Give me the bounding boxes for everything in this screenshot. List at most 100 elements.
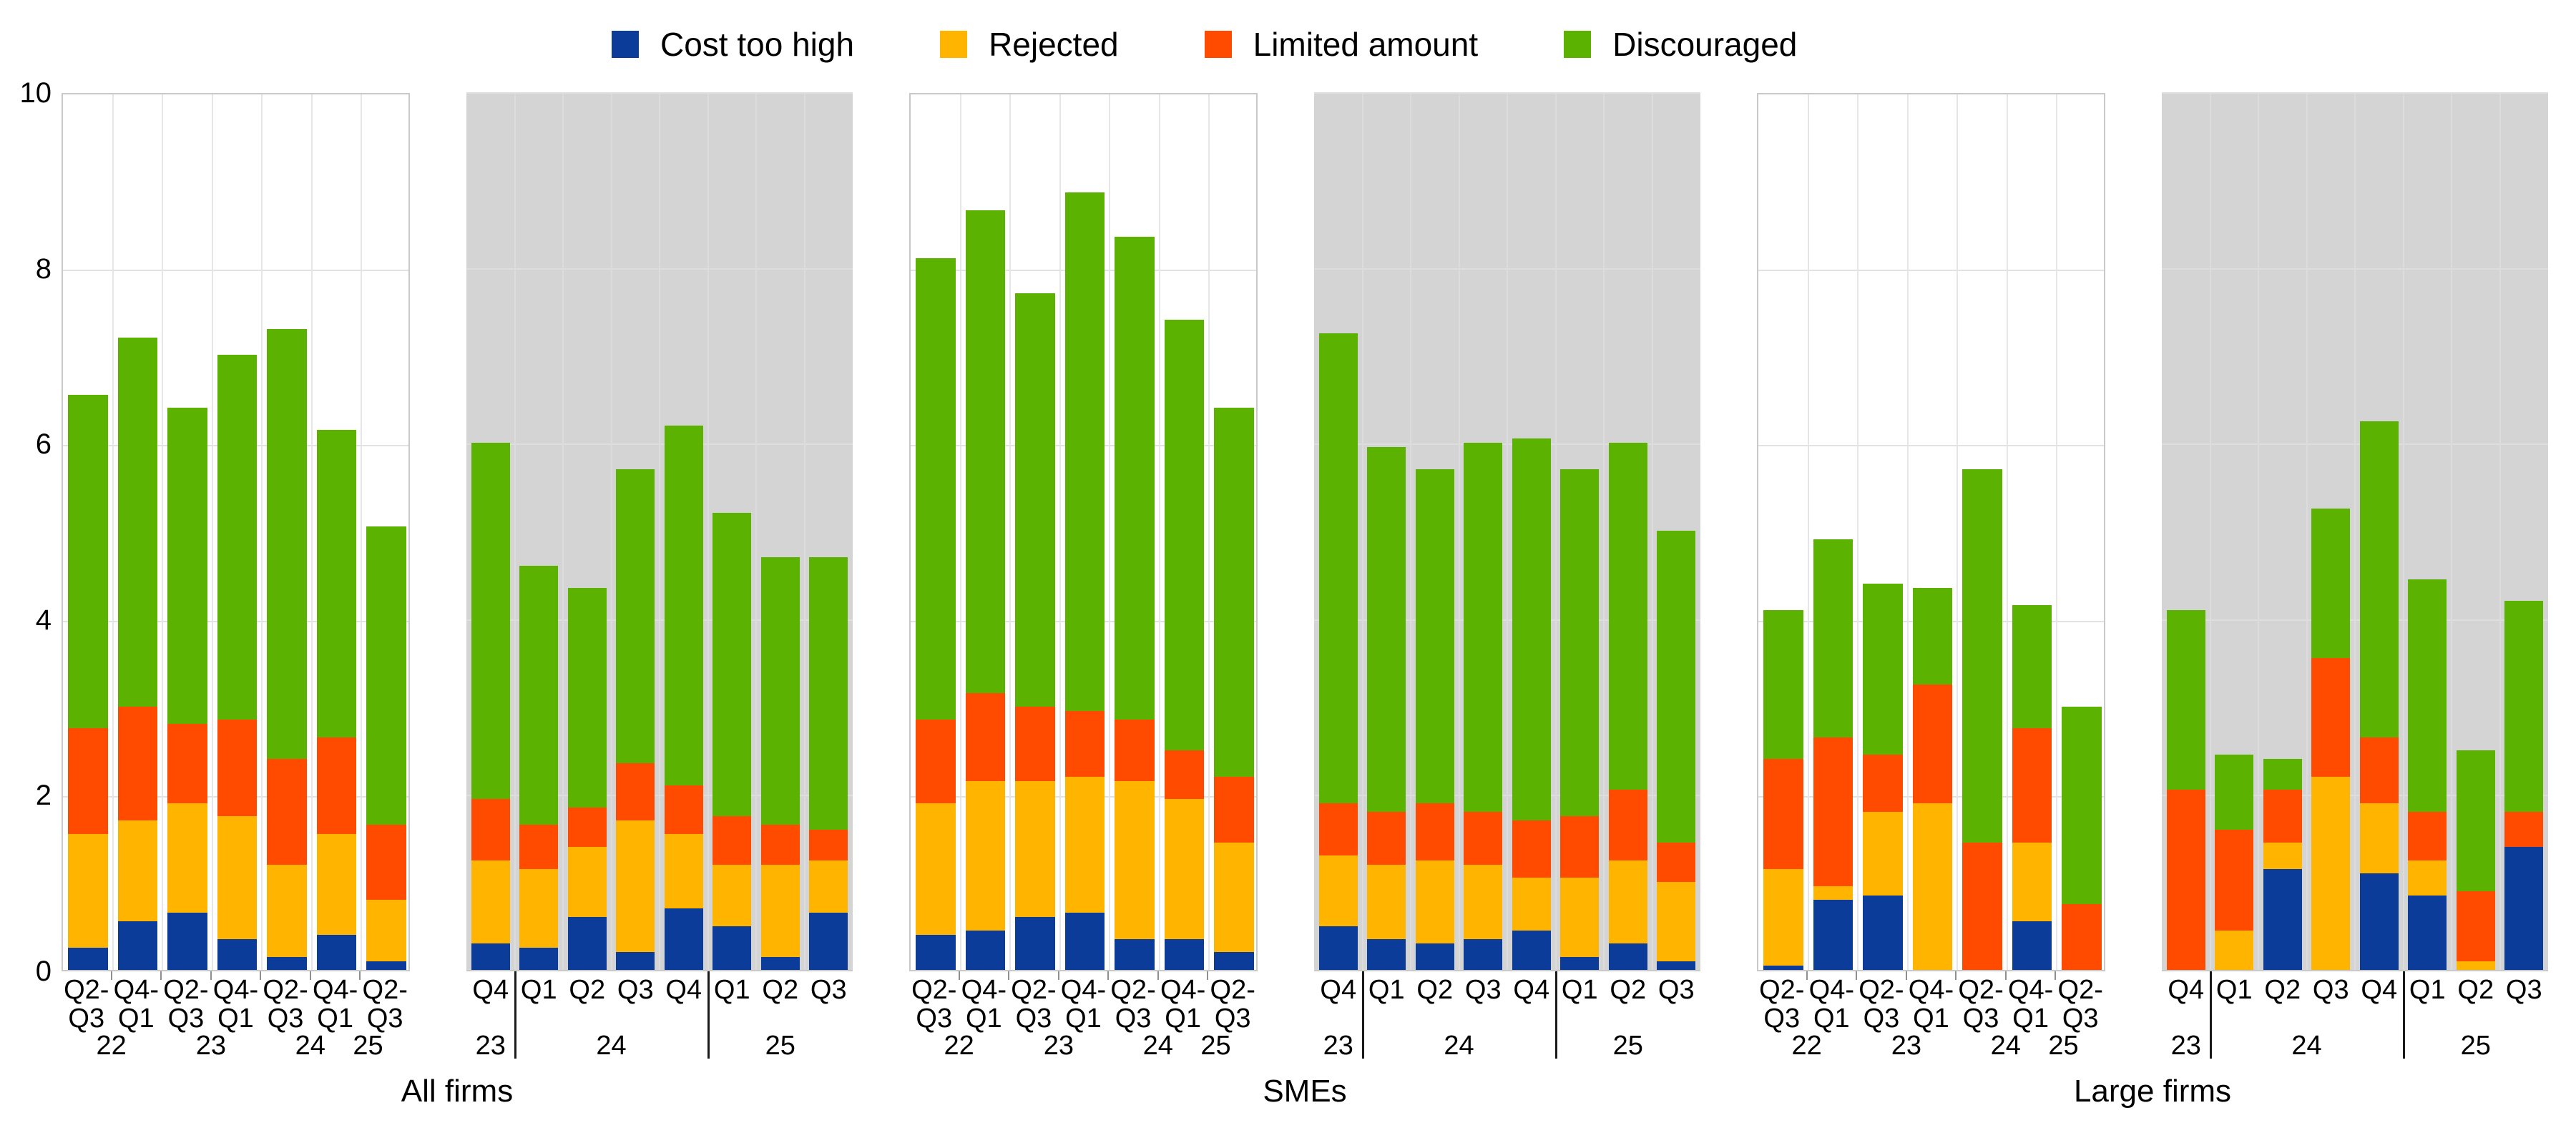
bar-segment-rejected — [965, 781, 1006, 931]
x-axis-tick — [359, 971, 361, 980]
bar-q1 — [2215, 755, 2254, 970]
x-tick-label: Q1 — [2409, 975, 2446, 1005]
year-separator — [514, 971, 516, 1059]
year-label: 24 — [596, 1031, 627, 1061]
bar-segment-cost-too-high — [1318, 926, 1358, 970]
panel-title-smes: SMEs — [1263, 1074, 1347, 1109]
y-axis-tick-label: 8 — [35, 252, 52, 285]
x-tick-label: Q4- Q1 — [1060, 975, 1107, 1034]
bar-q4-q1 — [1164, 320, 1205, 970]
bar-segment-discouraged — [2311, 509, 2351, 659]
bar-segment-cost-too-high — [2012, 921, 2052, 970]
bar-q4-q1 — [1912, 587, 1953, 970]
x-axis-tick — [110, 971, 112, 980]
bar-segment-rejected — [316, 833, 357, 935]
bar-q3 — [809, 556, 848, 970]
x-axis-tick — [160, 971, 162, 980]
gridline-x — [1957, 94, 1959, 970]
bar-q3 — [1657, 531, 1696, 970]
bar-segment-rejected — [616, 820, 655, 953]
x-tick-label: Q2 — [2457, 975, 2494, 1005]
bar-segment-cost-too-high — [167, 913, 207, 970]
gridline-x — [562, 93, 564, 970]
year-label: 24 — [1142, 1031, 1173, 1061]
x-tick-label: Q4 — [2168, 975, 2205, 1005]
bar-segment-limited-amount — [267, 759, 307, 865]
gridline-x — [610, 93, 612, 970]
gridline-x — [1208, 94, 1210, 970]
bar-segment-limited-amount — [167, 724, 207, 803]
panel-smes-section-semiannual — [909, 93, 1258, 971]
bar-segment-limited-amount — [712, 816, 752, 865]
x-axis-tick — [1207, 971, 1209, 980]
x-tick-label: Q4 — [1513, 975, 1550, 1005]
bar-q4-q1 — [1064, 192, 1105, 970]
gridline-x — [2499, 93, 2501, 970]
bar-segment-rejected — [2012, 842, 2052, 922]
bar-q2-q3 — [1763, 609, 1803, 970]
bar-segment-limited-amount — [217, 720, 258, 817]
gridline-x — [1651, 93, 1653, 970]
bar-q3 — [2504, 601, 2544, 970]
gridline-x — [112, 94, 114, 970]
bar-segment-limited-amount — [2456, 891, 2495, 961]
bar-segment-discouraged — [809, 556, 848, 830]
gridline-x — [2209, 93, 2211, 970]
bar-segment-cost-too-high — [1164, 939, 1205, 970]
x-tick-label: Q2 — [1416, 975, 1454, 1005]
bar-segment-cost-too-high — [616, 952, 655, 970]
x-tick-label: Q1 — [2215, 975, 2253, 1005]
bar-segment-discouraged — [316, 429, 357, 737]
bar-segment-limited-amount — [1512, 820, 1551, 878]
x-axis-tick — [1057, 971, 1059, 980]
x-tick-label: Q4- Q1 — [1808, 975, 1855, 1034]
bar-segment-limited-amount — [760, 825, 800, 865]
bar-segment-discouraged — [1962, 469, 2002, 843]
year-label: 22 — [1791, 1031, 1822, 1061]
bar-segment-limited-amount — [664, 785, 703, 834]
legend-label: Cost too high — [660, 26, 855, 63]
gridline-x — [2451, 93, 2452, 970]
bar-q2-q3 — [1962, 469, 2002, 970]
bar-segment-discouraged — [1318, 333, 1358, 803]
bar-segment-cost-too-high — [471, 943, 510, 970]
bar-q4 — [664, 425, 703, 970]
bar-q4-q1 — [316, 429, 357, 970]
bar-q4-q1 — [117, 337, 158, 970]
x-tick-label: Q2 — [762, 975, 799, 1005]
bar-q2 — [2456, 750, 2495, 970]
bar-segment-discouraged — [664, 425, 703, 786]
x-tick-label: Q2- Q3 — [1759, 975, 1805, 1034]
legend-item-cost-too-high: Cost too high — [612, 26, 854, 63]
bar-segment-cost-too-high — [567, 917, 607, 970]
bar-segment-rejected — [664, 833, 703, 909]
legend-item-limited-amount: Limited amount — [1204, 26, 1478, 63]
year-label: 23 — [475, 1031, 506, 1061]
x-tick-label: Q1 — [1561, 975, 1598, 1005]
bar-segment-cost-too-high — [1367, 939, 1406, 970]
bar-segment-discouraged — [1015, 293, 1055, 707]
bar-segment-rejected — [2359, 803, 2399, 873]
bar-segment-cost-too-high — [1464, 939, 1503, 970]
gridline-x — [959, 94, 961, 970]
bar-segment-limited-amount — [1064, 710, 1105, 777]
bar-q2-q3 — [1015, 293, 1055, 970]
gridline-x — [1807, 94, 1809, 970]
y-axis-tick-label: 10 — [19, 77, 52, 109]
x-tick-label: Q4 — [1320, 975, 1357, 1005]
gridline-x — [1857, 94, 1859, 970]
bar-q4-q1 — [965, 210, 1006, 970]
panel-all-firms-section-quarterly — [466, 92, 853, 971]
x-tick-label: Q2- Q3 — [362, 975, 408, 1034]
year-label: 25 — [2048, 1031, 2079, 1061]
gridline-x — [1410, 93, 1411, 970]
bar-segment-cost-too-high — [366, 961, 407, 970]
bar-segment-cost-too-high — [760, 956, 800, 970]
bar-segment-discouraged — [1164, 320, 1205, 751]
gridline-x — [2402, 93, 2404, 970]
x-tick-label: Q3 — [617, 975, 654, 1005]
bar-segment-rejected — [2263, 842, 2302, 869]
x-axis-tick — [1955, 971, 1957, 980]
bar-q2-q3 — [1214, 408, 1255, 970]
